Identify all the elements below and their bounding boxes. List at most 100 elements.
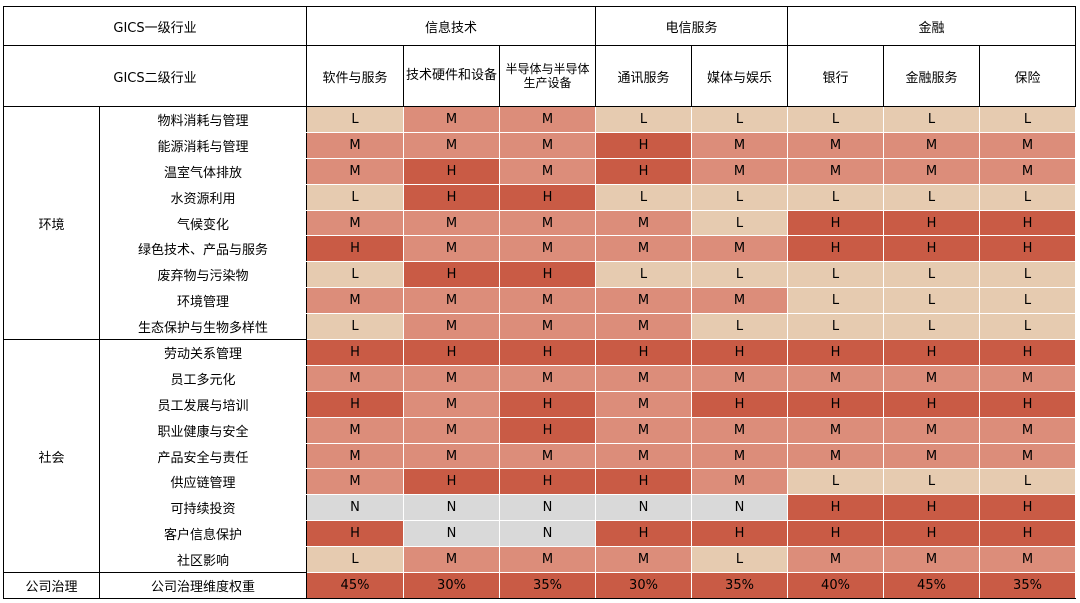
rating-cell: H xyxy=(499,416,596,444)
rating-cell: M xyxy=(883,157,980,185)
rating-cell: M xyxy=(403,106,500,133)
issue-label: 生态保护与生物多样性 xyxy=(99,313,307,341)
rating-cell: L xyxy=(595,261,692,289)
table-row: 生态保护与生物多样性 L M M M L L L L xyxy=(4,313,1076,341)
industry-header: 金融服务 xyxy=(883,45,980,107)
rating-cell: M xyxy=(787,546,884,574)
rating-cell: H xyxy=(403,183,500,211)
issue-label: 劳动关系管理 xyxy=(99,339,307,366)
rating-cell: H xyxy=(883,494,980,522)
governance-row: 公司治理 公司治理维度权重 45% 30% 35% 30% 35% 40% 45% 35% xyxy=(3,572,1076,600)
weight-cell: 45% xyxy=(883,572,980,600)
rating-cell: M xyxy=(595,390,692,418)
rating-cell: H xyxy=(883,520,980,548)
rating-cell: H xyxy=(787,339,884,366)
level2-header-label: GICS二级行业 xyxy=(3,45,307,107)
rating-cell: M xyxy=(403,416,500,444)
rating-cell: L xyxy=(883,313,980,341)
issue-label: 物料消耗与管理 xyxy=(99,106,307,133)
rating-cell: H xyxy=(499,390,596,418)
rating-cell: L xyxy=(787,468,884,496)
rating-cell: L xyxy=(691,209,788,237)
rating-cell: H xyxy=(979,235,1076,263)
rating-cell: M xyxy=(403,209,500,237)
rating-cell: M xyxy=(691,416,788,444)
issue-label: 员工多元化 xyxy=(99,364,307,392)
weight-cell: 35% xyxy=(691,572,788,600)
issue-label: 环境管理 xyxy=(99,287,307,315)
rating-cell: N xyxy=(595,494,692,522)
rating-cell: H xyxy=(306,235,404,263)
table-row: 水资源利用 L H H L L L L L xyxy=(4,183,1076,211)
table-row: 产品安全与责任 M M M M M M M M xyxy=(4,442,1076,470)
rating-cell: M xyxy=(403,390,500,418)
rating-cell: M xyxy=(595,442,692,470)
rating-cell: H xyxy=(306,390,404,418)
weight-cell: 40% xyxy=(787,572,884,600)
rating-cell: M xyxy=(499,442,596,470)
rating-cell: M xyxy=(306,157,404,185)
table-row: 供应链管理 M H H H M L L L xyxy=(4,468,1076,496)
table-row: 职业健康与安全 M M H M M M M M xyxy=(4,416,1076,444)
weight-cell: 35% xyxy=(979,572,1076,600)
rating-cell: L xyxy=(979,261,1076,289)
rating-cell: H xyxy=(499,183,596,211)
rating-cell: L xyxy=(306,183,404,211)
rating-cell: H xyxy=(499,339,596,366)
industry-header: 保险 xyxy=(979,45,1076,107)
rating-cell: H xyxy=(403,339,500,366)
rating-cell: M xyxy=(979,364,1076,392)
rating-cell: M xyxy=(499,364,596,392)
rating-cell: L xyxy=(979,313,1076,341)
header-row-sector: GICS一级行业 信息技术 电信服务 金融 xyxy=(3,6,1076,46)
rating-cell: N xyxy=(499,520,596,548)
rating-cell: M xyxy=(883,442,980,470)
rating-cell: L xyxy=(883,106,980,133)
sector-header: 电信服务 xyxy=(595,6,788,46)
table-row: 可持续投资 N N N N N H H H xyxy=(4,494,1076,522)
rating-cell: M xyxy=(691,287,788,315)
rating-cell: M xyxy=(403,364,500,392)
rating-cell: M xyxy=(883,546,980,574)
rating-cell: H xyxy=(979,520,1076,548)
rating-cell: N xyxy=(403,520,500,548)
rating-cell: M xyxy=(787,131,884,159)
rating-cell: H xyxy=(499,468,596,496)
rating-cell: M xyxy=(403,287,500,315)
rating-cell: M xyxy=(595,364,692,392)
rating-cell: H xyxy=(595,339,692,366)
rating-cell: M xyxy=(883,131,980,159)
rating-cell: M xyxy=(787,416,884,444)
table-row: 废弃物与污染物 L H H L L L L L xyxy=(4,261,1076,289)
rating-cell: H xyxy=(883,209,980,237)
rating-cell: M xyxy=(306,416,404,444)
rating-cell: L xyxy=(787,313,884,341)
rating-cell: M xyxy=(306,468,404,496)
rating-cell: M xyxy=(403,546,500,574)
issue-label: 绿色技术、产品与服务 xyxy=(99,235,307,263)
issue-label: 职业健康与安全 xyxy=(99,416,307,444)
dimension-label: 环境 xyxy=(3,105,100,341)
rating-cell: M xyxy=(979,416,1076,444)
rating-cell: M xyxy=(499,209,596,237)
rating-cell: H xyxy=(883,339,980,366)
rating-cell: L xyxy=(787,183,884,211)
rating-cell: M xyxy=(595,235,692,263)
issue-label: 社区影响 xyxy=(99,546,307,574)
rating-cell: L xyxy=(306,546,404,574)
rating-cell: H xyxy=(979,339,1076,366)
rating-cell: M xyxy=(306,131,404,159)
rating-cell: L xyxy=(979,106,1076,133)
dimension-label: 公司治理 xyxy=(3,572,100,600)
rating-cell: H xyxy=(787,235,884,263)
issue-label: 可持续投资 xyxy=(99,494,307,522)
esg-materiality-table-wrapper: GICS一级行业 信息技术 电信服务 金融 GICS二级行业 软件与服务 技术硬件和设备 半导… xyxy=(3,6,1076,600)
rating-cell: M xyxy=(499,546,596,574)
rating-cell: L xyxy=(883,287,980,315)
rating-cell: M xyxy=(979,442,1076,470)
rating-cell: H xyxy=(403,157,500,185)
rating-cell: H xyxy=(403,261,500,289)
sector-header: 信息技术 xyxy=(306,6,596,46)
rating-cell: M xyxy=(787,442,884,470)
rating-cell: L xyxy=(787,261,884,289)
